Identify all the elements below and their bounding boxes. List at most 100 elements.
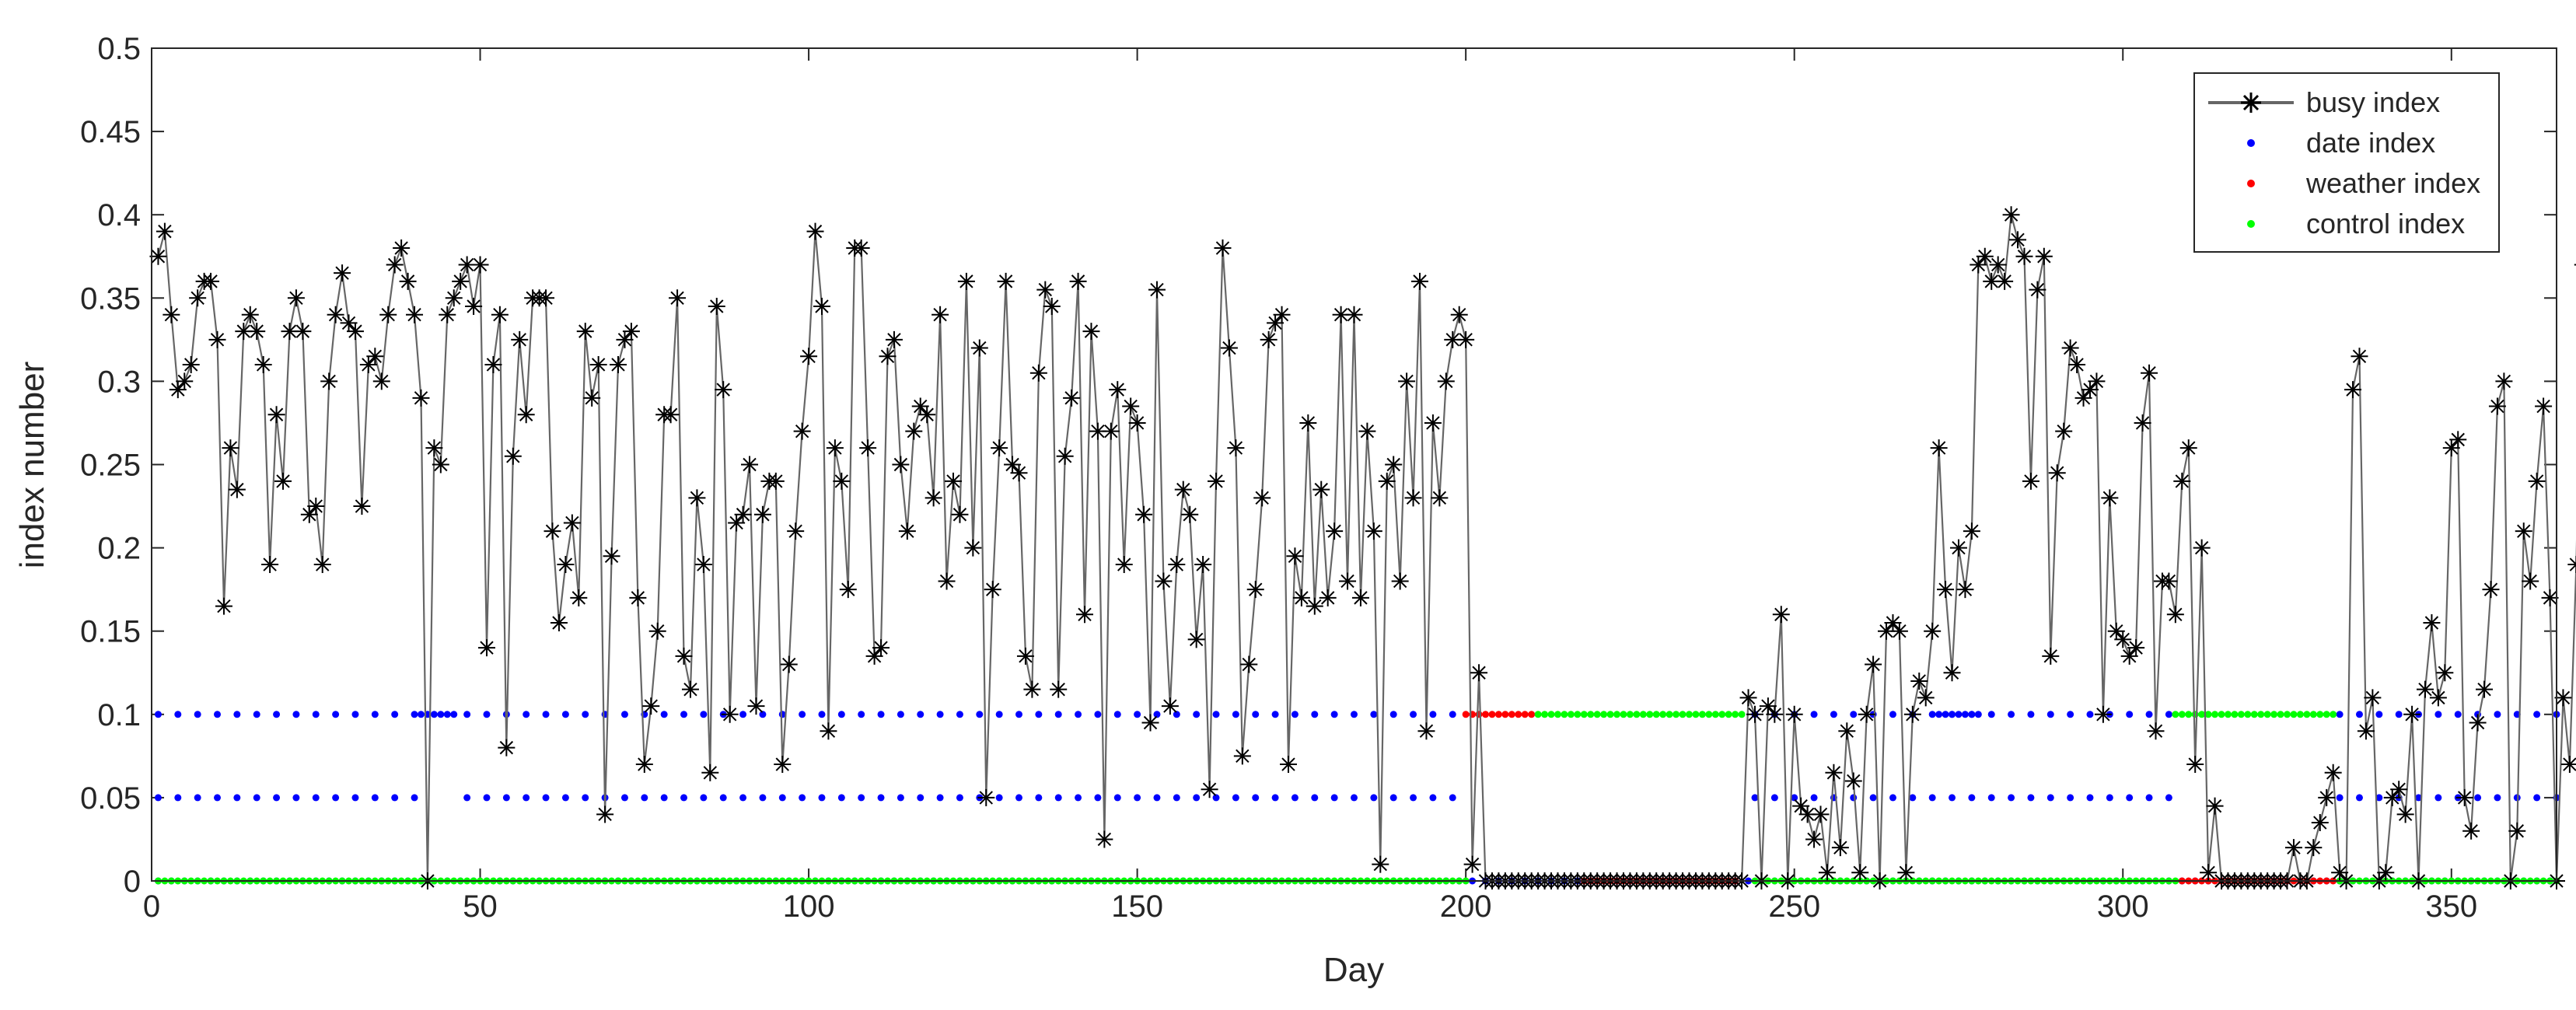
date-index-point bbox=[2494, 711, 2501, 718]
date-index-point bbox=[719, 794, 727, 802]
busy-index-point bbox=[2068, 355, 2086, 373]
busy-index-point bbox=[2179, 439, 2197, 457]
busy-index-point bbox=[557, 556, 575, 574]
busy-index-point bbox=[2396, 806, 2414, 823]
busy-index-point bbox=[1937, 581, 1955, 599]
date-index-point bbox=[917, 794, 924, 802]
control-index-point bbox=[2211, 711, 2219, 718]
date-index-point bbox=[1351, 794, 1358, 802]
date-index-point bbox=[483, 794, 491, 802]
busy-index-point bbox=[189, 289, 207, 307]
date-index-point bbox=[1054, 711, 1062, 718]
date-index-point bbox=[2106, 794, 2113, 802]
legend-busy-marker bbox=[2241, 93, 2261, 113]
date-index-point bbox=[1212, 711, 1220, 718]
busy-index-point bbox=[287, 289, 305, 307]
busy-index-point bbox=[215, 597, 232, 615]
date-index-point bbox=[1949, 794, 1956, 802]
busy-index-point bbox=[767, 472, 785, 490]
busy-index-point bbox=[228, 481, 246, 498]
date-index-point bbox=[253, 794, 260, 802]
date-index-point bbox=[2434, 794, 2442, 802]
busy-index-point bbox=[1450, 306, 1468, 323]
busy-index-point bbox=[1109, 381, 1127, 399]
weather-index-point bbox=[1521, 711, 1529, 718]
busy-index-point bbox=[826, 439, 844, 457]
busy-index-point bbox=[675, 647, 693, 665]
busy-index-point bbox=[1305, 597, 1323, 615]
busy-index-point bbox=[1029, 364, 1047, 382]
y-tick-label: 0.1 bbox=[97, 698, 141, 732]
control-index-point bbox=[1541, 711, 1549, 718]
busy-index-point bbox=[833, 472, 851, 490]
date-index-point bbox=[2336, 794, 2344, 802]
busy-index-point bbox=[931, 306, 949, 323]
date-index-point bbox=[2533, 711, 2541, 718]
y-tick-label: 0.2 bbox=[97, 532, 141, 566]
busy-index-point bbox=[879, 348, 897, 365]
date-index-point bbox=[976, 711, 984, 718]
date-index-point bbox=[174, 794, 182, 802]
x-tick-label: 50 bbox=[463, 889, 498, 924]
busy-index-point bbox=[340, 314, 358, 332]
busy-index-point bbox=[182, 355, 200, 373]
busy-index-point bbox=[222, 439, 239, 457]
control-index-point bbox=[1554, 711, 1561, 718]
busy-index-point bbox=[1970, 256, 1987, 274]
date-index-point bbox=[1173, 794, 1180, 802]
busy-index-point bbox=[1391, 572, 1409, 590]
busy-index-point bbox=[2416, 680, 2434, 698]
control-index-point bbox=[1665, 711, 1673, 718]
busy-index-point bbox=[2107, 622, 2125, 640]
date-index-point bbox=[2027, 711, 2035, 718]
x-tick-label: 250 bbox=[1768, 889, 1820, 924]
date-index-point bbox=[1987, 794, 1995, 802]
control-index-point bbox=[1593, 711, 1601, 718]
date-index-point bbox=[483, 711, 491, 718]
busy-index-point bbox=[2377, 864, 2395, 882]
date-index-point bbox=[1113, 711, 1121, 718]
date-index-point bbox=[1889, 711, 1896, 718]
x-tick-label: 100 bbox=[783, 889, 835, 924]
busy-index-point bbox=[1050, 680, 1068, 698]
busy-index-point bbox=[1004, 456, 1022, 474]
busy-index-point bbox=[2522, 572, 2539, 590]
busy-index-point bbox=[583, 389, 601, 407]
busy-index-point bbox=[334, 264, 351, 282]
busy-index-point bbox=[2284, 839, 2302, 857]
busy-index-point bbox=[977, 788, 995, 806]
busy-index-point bbox=[991, 439, 1008, 457]
date-index-point bbox=[542, 794, 550, 802]
busy-index-point bbox=[2560, 756, 2576, 774]
date-index-point bbox=[1830, 711, 1837, 718]
busy-index-point bbox=[865, 647, 883, 665]
busy-index-point bbox=[1016, 647, 1034, 665]
date-index-point bbox=[523, 711, 530, 718]
date-index-point bbox=[1909, 794, 1917, 802]
date-index-point bbox=[1987, 711, 1995, 718]
date-index-point bbox=[450, 711, 458, 718]
busy-index-point bbox=[694, 556, 712, 574]
date-index-point bbox=[620, 794, 628, 802]
date-index-point bbox=[292, 794, 300, 802]
busy-index-point bbox=[629, 589, 647, 606]
control-index-point bbox=[1732, 711, 1739, 718]
busy-index-point bbox=[248, 323, 266, 341]
busy-index-point bbox=[2449, 431, 2467, 449]
busy-index-point bbox=[2455, 788, 2473, 806]
busy-index-point bbox=[2186, 756, 2204, 774]
busy-index-point bbox=[2515, 522, 2532, 540]
control-index-point bbox=[2185, 711, 2193, 718]
busy-index-point bbox=[2120, 647, 2138, 665]
control-index-point bbox=[1646, 711, 1654, 718]
busy-index-point bbox=[1838, 722, 1856, 740]
busy-index-point bbox=[1187, 631, 1205, 648]
date-index-point bbox=[312, 711, 320, 718]
busy-index-point bbox=[1831, 839, 1849, 857]
busy-index-point bbox=[616, 330, 634, 348]
busy-index-point bbox=[498, 739, 516, 757]
date-index-point bbox=[1942, 711, 1949, 718]
date-index-point bbox=[430, 711, 438, 718]
busy-index-point bbox=[2423, 613, 2441, 631]
busy-index-point bbox=[2508, 822, 2526, 840]
